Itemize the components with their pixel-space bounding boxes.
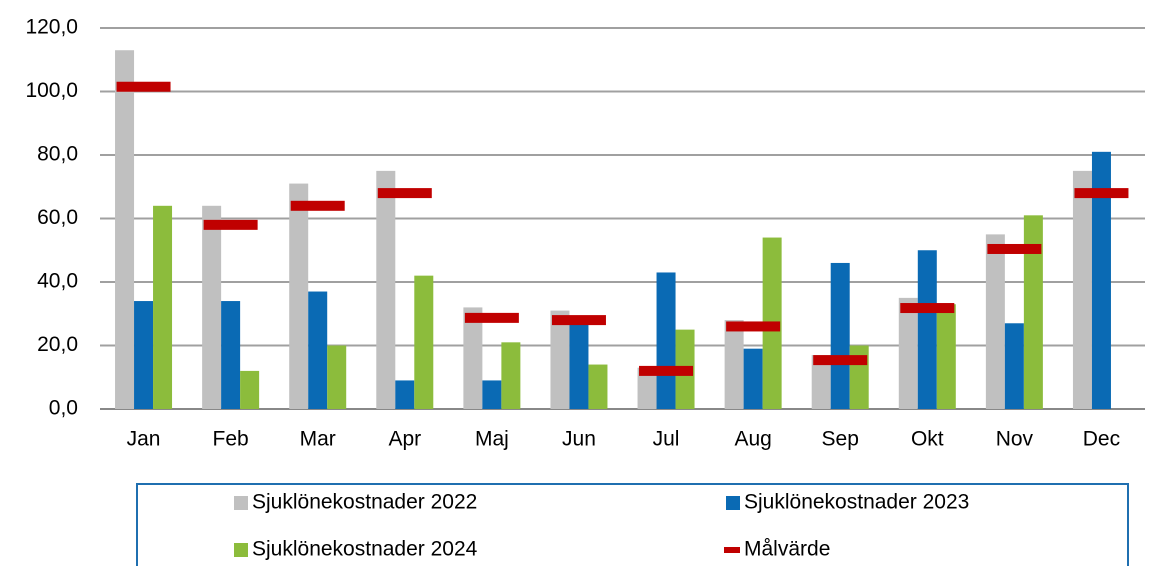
bar <box>376 170 396 409</box>
bar <box>743 348 763 409</box>
bar <box>849 345 869 409</box>
target-marker <box>726 321 781 332</box>
target-marker <box>987 243 1042 254</box>
bar <box>501 342 521 409</box>
y-tick-label: 0,0 <box>49 397 78 420</box>
x-tick-label: Maj <box>475 428 509 451</box>
target-marker <box>464 312 519 323</box>
legend-label: Sjuklönekostnader 2023 <box>744 491 969 514</box>
x-tick-label: Mar <box>300 428 336 451</box>
y-tick-label: 120,0 <box>25 16 78 39</box>
legend-marker <box>234 543 248 557</box>
target-marker <box>639 365 694 376</box>
bar <box>830 262 850 409</box>
bar <box>134 301 154 409</box>
legend-box <box>136 483 1129 566</box>
bar <box>898 297 918 409</box>
bar <box>414 275 434 409</box>
bar <box>637 367 657 409</box>
bar <box>985 234 1005 409</box>
legend-label: Sjuklönekostnader 2024 <box>252 538 478 561</box>
bar <box>569 320 589 409</box>
bar <box>936 304 956 409</box>
bar <box>588 364 608 409</box>
bar <box>1004 323 1024 409</box>
x-tick-label: Dec <box>1083 428 1120 451</box>
y-tick-label: 40,0 <box>37 270 78 293</box>
bar <box>1072 170 1092 409</box>
bar <box>482 380 502 409</box>
x-tick-label: Nov <box>996 428 1034 451</box>
bar <box>656 272 676 409</box>
bar <box>917 250 937 409</box>
target-marker <box>377 188 432 199</box>
x-tick-label: Aug <box>734 428 771 451</box>
y-tick-label: 80,0 <box>37 143 78 166</box>
x-tick-label: Jan <box>127 428 161 451</box>
x-tick-label: Jun <box>562 428 596 451</box>
bar <box>153 205 173 409</box>
bar <box>202 205 222 409</box>
bar <box>327 345 347 409</box>
x-tick-label: Okt <box>911 428 944 451</box>
target-marker <box>203 219 258 230</box>
bar <box>724 320 744 409</box>
legend-label: Målvärde <box>744 538 830 561</box>
y-tick-label: 60,0 <box>37 206 78 229</box>
target-marker <box>900 303 955 314</box>
bar <box>308 291 328 409</box>
x-tick-label: Jul <box>653 428 680 451</box>
bar <box>289 183 309 409</box>
target-marker <box>813 355 868 366</box>
legend-label: Sjuklönekostnader 2022 <box>252 491 477 514</box>
target-marker <box>1074 188 1129 199</box>
bar <box>240 370 260 409</box>
bar <box>550 310 570 409</box>
y-tick-label: 20,0 <box>37 333 78 356</box>
x-tick-label: Apr <box>388 428 421 451</box>
legend-marker <box>726 496 740 510</box>
x-tick-label: Sep <box>822 428 859 451</box>
bar <box>811 355 831 409</box>
y-tick-label: 100,0 <box>25 79 78 102</box>
bar <box>1023 215 1043 409</box>
legend-marker <box>724 547 740 553</box>
legend-marker <box>234 496 248 510</box>
bar <box>115 50 135 409</box>
bar <box>395 380 415 409</box>
bar <box>463 307 483 409</box>
bar <box>1091 151 1111 409</box>
target-marker <box>116 81 171 92</box>
target-marker <box>551 315 606 326</box>
bar <box>221 301 241 409</box>
target-marker <box>290 200 345 211</box>
x-tick-label: Feb <box>213 428 249 451</box>
